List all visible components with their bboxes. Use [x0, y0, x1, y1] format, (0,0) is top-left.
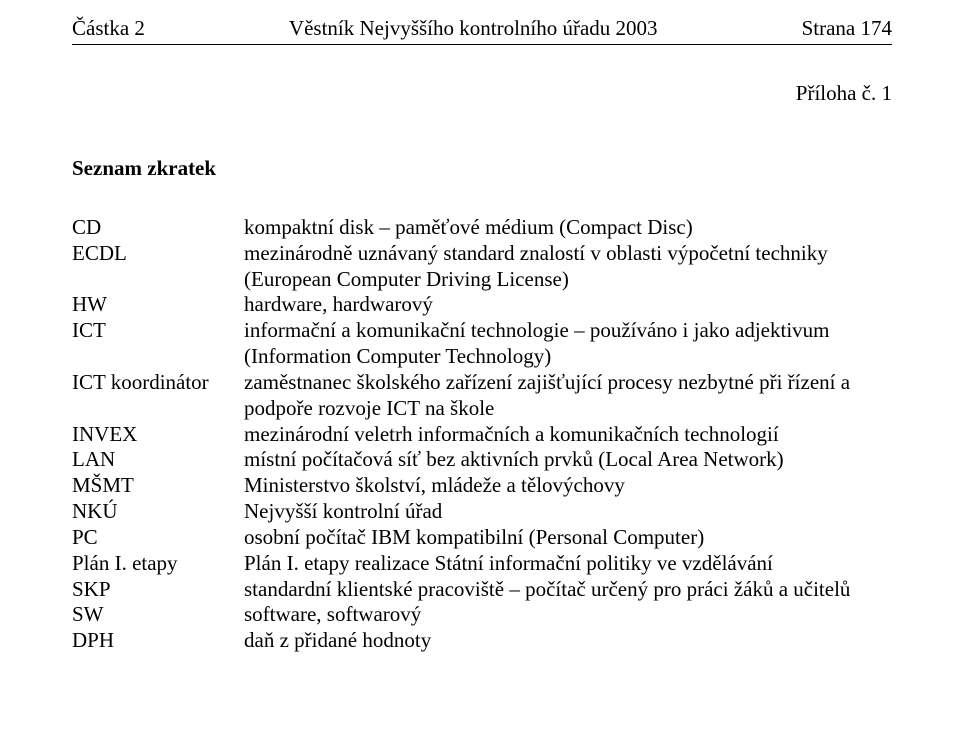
abbr-row: Plán I. etapyPlán I. etapy realizace Stá… — [72, 551, 892, 577]
abbr-definition: zaměstnanec školského zařízení zajišťují… — [244, 370, 892, 422]
abbr-definition: software, softwarový — [244, 602, 892, 628]
page-header: Částka 2 Věstník Nejvyššího kontrolního … — [72, 16, 892, 45]
abbr-definition: Nejvyšší kontrolní úřad — [244, 499, 892, 525]
abbr-term: HW — [72, 292, 244, 318]
abbr-definition: Plán I. etapy realizace Státní informačn… — [244, 551, 892, 577]
abbr-term: PC — [72, 525, 244, 551]
abbr-term: MŠMT — [72, 473, 244, 499]
attachment-label: Příloha č. 1 — [72, 81, 892, 106]
abbr-term: Plán I. etapy — [72, 551, 244, 577]
abbr-term: SW — [72, 602, 244, 628]
abbr-row: MŠMTMinisterstvo školství, mládeže a těl… — [72, 473, 892, 499]
abbr-term: SKP — [72, 577, 244, 603]
abbr-row: CDkompaktní disk – paměťové médium (Comp… — [72, 215, 892, 241]
abbr-row: SKPstandardní klientské pracoviště – poč… — [72, 577, 892, 603]
abbr-definition: informační a komunikační technologie – p… — [244, 318, 892, 370]
abbr-row: ECDLmezinárodně uznávaný standard znalos… — [72, 241, 892, 293]
abbr-term: LAN — [72, 447, 244, 473]
abbr-term: ECDL — [72, 241, 244, 267]
abbr-definition: mezinárodně uznávaný standard znalostí v… — [244, 241, 892, 293]
abbr-definition: mezinárodní veletrh informačních a komun… — [244, 422, 892, 448]
abbr-term: DPH — [72, 628, 244, 654]
abbr-row: ICT koordinátorzaměstnanec školského zař… — [72, 370, 892, 422]
abbr-row: PCosobní počítač IBM kompatibilní (Perso… — [72, 525, 892, 551]
header-page-number: Strana 174 — [802, 16, 892, 41]
abbr-row: ICTinformační a komunikační technologie … — [72, 318, 892, 370]
abbr-term: ICT — [72, 318, 244, 344]
abbr-term: ICT koordinátor — [72, 370, 244, 396]
abbreviation-list: CDkompaktní disk – paměťové médium (Comp… — [72, 215, 892, 654]
abbr-row: DPHdaň z přidané hodnoty — [72, 628, 892, 654]
abbr-definition: místní počítačová síť bez aktivních prvk… — [244, 447, 892, 473]
abbr-term: INVEX — [72, 422, 244, 448]
abbr-row: HWhardware, hardwarový — [72, 292, 892, 318]
abbr-term: CD — [72, 215, 244, 241]
abbr-definition: hardware, hardwarový — [244, 292, 892, 318]
list-title: Seznam zkratek — [72, 156, 892, 181]
abbr-term: NKÚ — [72, 499, 244, 525]
abbr-row: SWsoftware, softwarový — [72, 602, 892, 628]
header-title: Věstník Nejvyššího kontrolního úřadu 200… — [145, 16, 802, 41]
abbr-row: INVEXmezinárodní veletrh informačních a … — [72, 422, 892, 448]
abbr-definition: daň z přidané hodnoty — [244, 628, 892, 654]
abbr-row: NKÚNejvyšší kontrolní úřad — [72, 499, 892, 525]
header-issue: Částka 2 — [72, 16, 145, 41]
abbr-definition: Ministerstvo školství, mládeže a tělovýc… — [244, 473, 892, 499]
abbr-definition: osobní počítač IBM kompatibilní (Persona… — [244, 525, 892, 551]
document-page: Částka 2 Věstník Nejvyššího kontrolního … — [0, 0, 960, 732]
abbr-definition: standardní klientské pracoviště – počíta… — [244, 577, 892, 603]
abbr-definition: kompaktní disk – paměťové médium (Compac… — [244, 215, 892, 241]
abbr-row: LANmístní počítačová síť bez aktivních p… — [72, 447, 892, 473]
